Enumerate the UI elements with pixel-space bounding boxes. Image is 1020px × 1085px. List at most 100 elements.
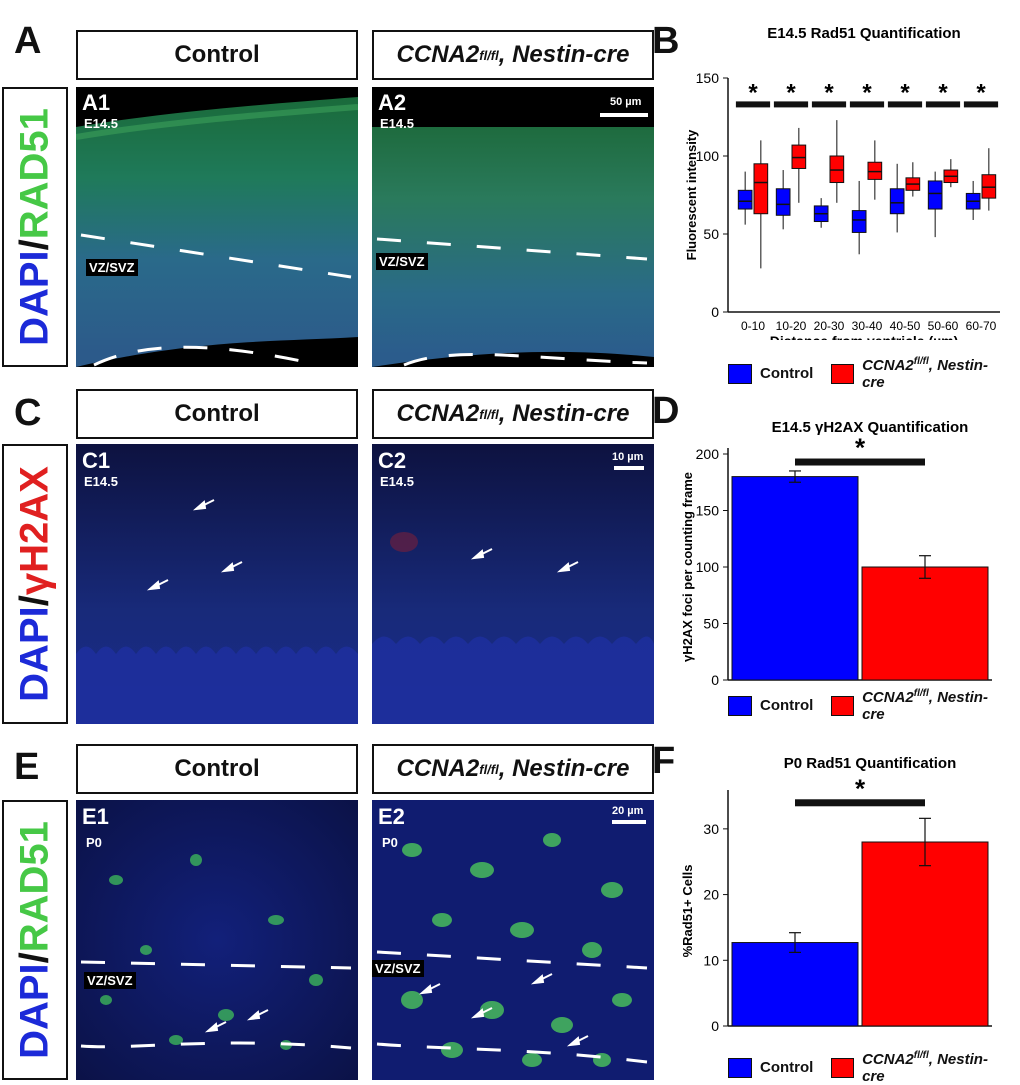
legend-item-mutant: CCNA2fl/fl, Nestin-cre <box>831 356 1002 391</box>
micrograph-e2: E2 P0 20 µm VZ/SVZ <box>372 800 654 1080</box>
header-mutant-tail: , Nestin-cre <box>498 41 630 68</box>
region-label-a2: VZ/SVZ <box>376 253 428 270</box>
micrograph-c1-art <box>76 444 358 724</box>
panel-letter-a: A <box>14 20 42 62</box>
significance-bar <box>963 101 999 108</box>
box-mutant <box>867 161 883 180</box>
y-tick-label: 0 <box>711 1018 719 1034</box>
legend-control-label: Control <box>760 365 814 382</box>
chart-d: E14.5 γH2AX Quantification 0 50 100 150 200γH… <box>680 419 992 688</box>
significance-bar <box>795 799 925 807</box>
significance-star: * <box>748 79 758 106</box>
legend-mutant-label: CCNA2 <box>862 357 914 374</box>
significance-bar <box>887 101 923 108</box>
panel-letter-f: F <box>652 740 676 782</box>
legend-item-mutant: CCNA2fl/fl, Nestin-cre <box>831 688 1002 723</box>
image-label-a2: A2 <box>378 90 407 115</box>
y-tick-label: 50 <box>703 226 719 242</box>
side-label-a: DAPI/RAD51 <box>2 87 68 367</box>
dashed-boundary-e2 <box>376 950 648 1064</box>
legend-mutant-tail: , Nestin-cre <box>862 357 988 391</box>
side-dapi: DAPI <box>12 250 57 346</box>
y-tick-label: 50 <box>703 616 719 632</box>
x-tick-label: 60-70 <box>966 319 997 333</box>
legend-d: Control CCNA2fl/fl, Nestin-cre <box>728 688 1020 723</box>
chart-f: P0 Rad51 Quantification 0 10 20 30 %Rad51+ Ce… <box>680 755 992 1034</box>
bar-control <box>731 942 859 1027</box>
header-mutant-e: CCNA2 fl/fl, Nestin-cre <box>372 744 654 794</box>
arrows-c2 <box>470 548 579 573</box>
legend-control-label: Control <box>760 697 814 714</box>
box-control <box>775 188 791 216</box>
significance-star: * <box>862 79 872 106</box>
micrograph-c2-art <box>372 444 654 724</box>
y-tick-label: 100 <box>696 559 720 575</box>
significance-star: * <box>976 79 986 106</box>
arrow-head-icon <box>146 580 161 591</box>
chart-title: E14.5 Rad51 Quantification <box>767 25 960 42</box>
image-sub-e2: P0 <box>382 835 398 850</box>
x-tick-label: 0-10 <box>741 319 765 333</box>
box-mutant <box>829 155 845 184</box>
legend-mutant-sup: fl/fl <box>913 1050 929 1061</box>
side-marker: γH2AX <box>12 466 57 596</box>
legend-b: Control CCNA2fl/fl, Nestin-cre <box>728 356 1020 391</box>
header-mutant-sup: fl/fl <box>479 47 499 63</box>
region-label-e1: VZ/SVZ <box>84 972 136 989</box>
chart-title: P0 Rad51 Quantification <box>784 755 957 772</box>
box-mutant <box>791 144 807 169</box>
scale-bar-a2 <box>600 113 648 117</box>
x-tick-label: 20-30 <box>814 319 845 333</box>
chart-b: E14.5 Rad51 Quantification 0 50 100 150 Fluor… <box>684 25 1000 340</box>
significance-star: * <box>786 79 796 106</box>
scale-label-a2: 50 µm <box>610 96 642 108</box>
side-sep: / <box>12 952 57 964</box>
significance-bar <box>735 101 771 108</box>
header-mutant-text: CCNA2 <box>396 755 480 782</box>
micrograph-c1: C1 E14.5 <box>76 444 358 724</box>
legend-item-control: Control <box>728 363 814 384</box>
arrow-head-icon <box>192 500 207 511</box>
dashed-boundary-e1 <box>80 960 352 1050</box>
legend-mutant-sup: fl/fl <box>913 356 929 367</box>
chart-title: E14.5 γH2AX Quantification <box>772 419 969 436</box>
header-control-e: Control <box>76 744 358 794</box>
header-control-text: Control <box>174 755 260 782</box>
x-tick-label: 50-60 <box>928 319 959 333</box>
legend-mutant-label: CCNA2 <box>862 1051 914 1068</box>
arrow-head-icon <box>418 984 433 995</box>
y-tick-label: 200 <box>696 446 720 462</box>
panel-letter-e: E <box>14 746 40 788</box>
image-sub-c1: E14.5 <box>84 474 118 489</box>
y-tick-label: 100 <box>696 148 720 164</box>
significance-star: * <box>824 79 834 106</box>
legend-f: Control CCNA2fl/fl, Nestin-cre <box>728 1050 1020 1085</box>
significance-star: * <box>900 79 910 106</box>
y-tick-label: 0 <box>711 672 719 688</box>
panel-letter-b: B <box>652 20 680 62</box>
side-dapi: DAPI <box>12 963 57 1059</box>
header-control-text: Control <box>174 41 260 68</box>
arrow-head-icon <box>566 1036 581 1047</box>
image-sub-e1: P0 <box>86 835 102 850</box>
image-label-e2: E2 <box>378 804 405 829</box>
y-axis-label: Fluorescent intensity <box>684 129 699 261</box>
x-tick-label: 30-40 <box>852 319 883 333</box>
y-tick-label: 20 <box>703 887 719 903</box>
legend-mutant-tail: , Nestin-cre <box>862 689 988 723</box>
side-label-e: DAPI/RAD51 <box>2 800 68 1080</box>
legend-mutant-tail: , Nestin-cre <box>862 1051 988 1085</box>
arrow-head-icon <box>220 562 235 573</box>
micrograph-a1: A1 E14.5 VZ/SVZ <box>76 87 358 367</box>
micrograph-a2: A2 E14.5 50 µm VZ/SVZ <box>372 87 654 367</box>
micrograph-e1: E1 P0 VZ/SVZ <box>76 800 358 1080</box>
image-label-c2: C2 <box>378 448 407 473</box>
box-control <box>851 210 867 233</box>
side-label-c: DAPI/γH2AX <box>2 444 68 724</box>
legend-item-control: Control <box>728 695 814 716</box>
image-sub-a1: E14.5 <box>84 116 118 131</box>
image-label-e1: E1 <box>82 804 109 829</box>
x-axis-label: Distance from ventricle (µm) <box>770 333 959 340</box>
bar-mutant <box>861 841 989 1027</box>
header-control-text: Control <box>174 400 260 427</box>
